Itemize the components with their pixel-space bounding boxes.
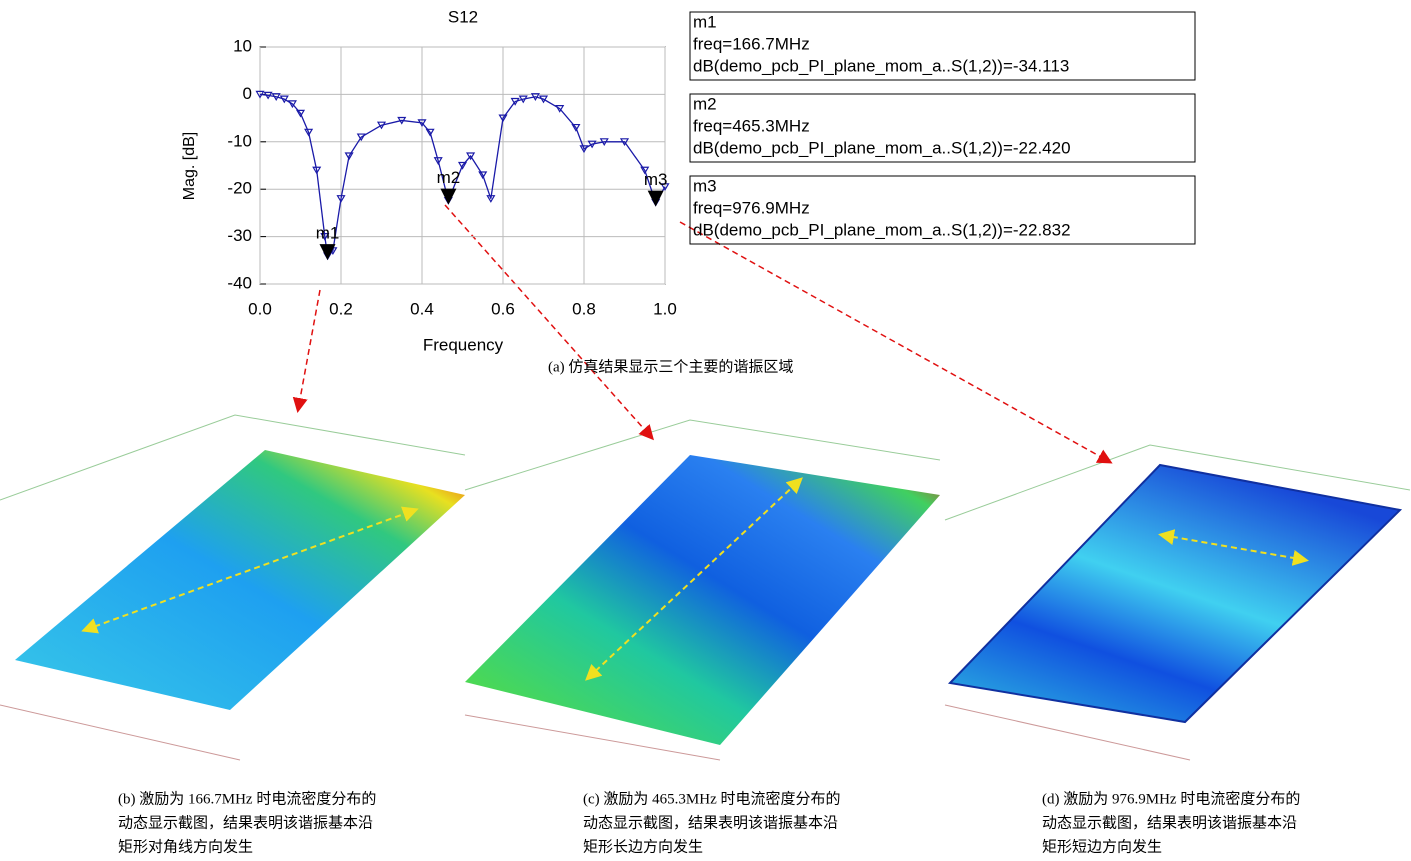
caption-d: 动态显示截图，结果表明该谐振基本沿 — [1042, 814, 1297, 831]
marker-name: m1 — [693, 12, 717, 31]
marker-triangle — [440, 189, 456, 205]
y-tick-label: 10 — [233, 36, 252, 55]
current-density-b — [15, 450, 465, 710]
marker-freq: freq=166.7MHz — [693, 34, 810, 53]
x-axis-label: Frequency — [423, 335, 504, 354]
marker-label: m3 — [644, 170, 668, 189]
x-tick-label: 0.8 — [572, 299, 596, 318]
caption-d: 矩形短边方向发生 — [1042, 838, 1162, 855]
current-density-d — [950, 465, 1400, 722]
caption-b: 矩形对角线方向发生 — [118, 838, 253, 855]
marker-freq: freq=976.9MHz — [693, 198, 810, 217]
y-tick-label: -20 — [227, 179, 252, 198]
chart-title: S12 — [448, 7, 478, 26]
marker-label: m1 — [316, 224, 340, 243]
caption-b: (b) 激励为 166.7MHz 时电流密度分布的 — [118, 790, 376, 807]
caption-c: 动态显示截图，结果表明该谐振基本沿 — [583, 814, 838, 831]
caption-c: (c) 激励为 465.3MHz 时电流密度分布的 — [583, 790, 840, 807]
y-axis-label: Mag. [dB] — [181, 132, 198, 200]
y-tick-label: -30 — [227, 226, 252, 245]
caption-a: (a) 仿真结果显示三个主要的谐振区域 — [548, 357, 793, 375]
figure: S12 Frequency Mag. [dB] (a) 仿真结果显示三个主要的谐… — [0, 0, 1411, 861]
y-tick-label: -10 — [227, 131, 252, 150]
marker-name: m3 — [693, 176, 717, 195]
y-tick-label: -40 — [227, 273, 252, 292]
marker-value: dB(demo_pcb_PI_plane_mom_a..S(1,2))=-34.… — [693, 56, 1069, 75]
marker-label: m2 — [437, 168, 461, 187]
x-tick-label: 0.6 — [491, 299, 515, 318]
caption-d: (d) 激励为 976.9MHz 时电流密度分布的 — [1042, 790, 1300, 807]
marker-freq: freq=465.3MHz — [693, 116, 810, 135]
marker-value: dB(demo_pcb_PI_plane_mom_a..S(1,2))=-22.… — [693, 220, 1071, 239]
marker-triangle — [320, 244, 336, 260]
current-density-c — [465, 455, 940, 745]
caption-c: 矩形长边方向发生 — [583, 838, 703, 855]
x-tick-label: 0.4 — [410, 299, 434, 318]
y-tick-label: 0 — [243, 84, 252, 103]
x-tick-label: 0.2 — [329, 299, 353, 318]
marker-value: dB(demo_pcb_PI_plane_mom_a..S(1,2))=-22.… — [693, 138, 1071, 157]
marker-name: m2 — [693, 94, 717, 113]
x-tick-label: 0.0 — [248, 299, 272, 318]
caption-b: 动态显示截图，结果表明该谐振基本沿 — [118, 814, 373, 831]
x-tick-label: 1.0 — [653, 299, 677, 318]
marker-triangle — [648, 191, 664, 207]
